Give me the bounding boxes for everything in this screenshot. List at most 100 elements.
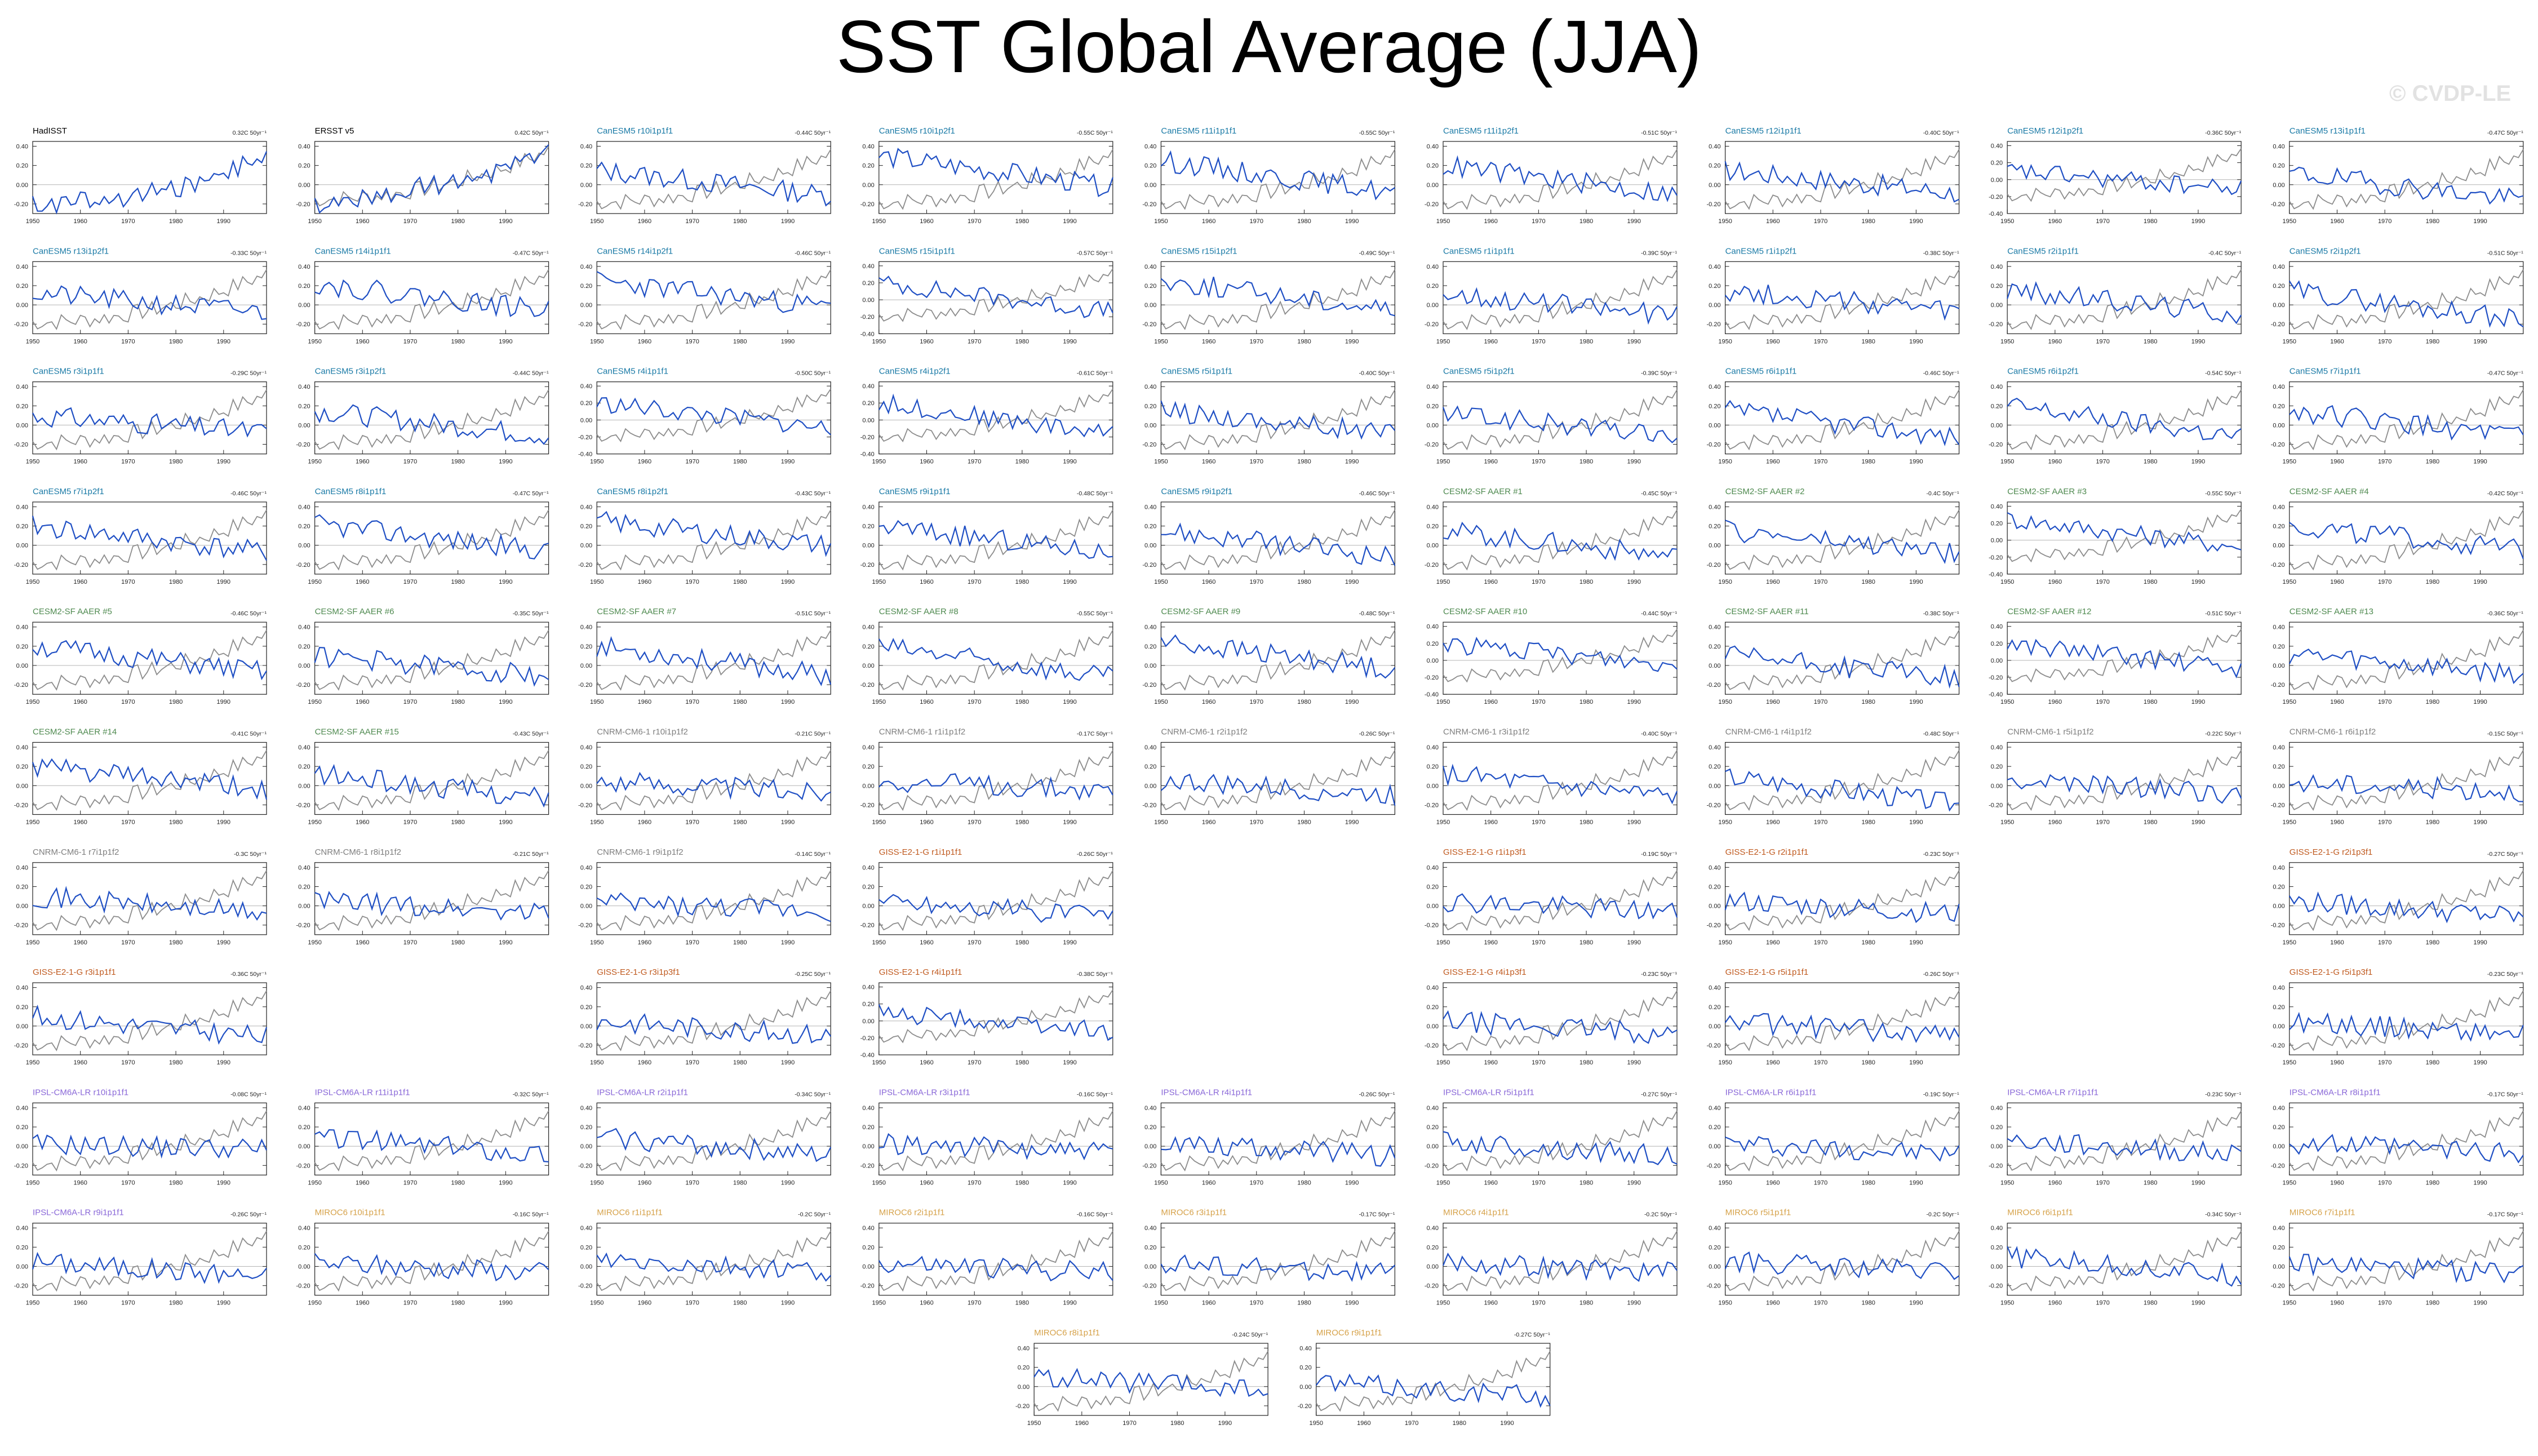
plot-frame bbox=[1160, 742, 1395, 815]
y-tick-label: 0.20 bbox=[1144, 1244, 1156, 1251]
sst-series-line bbox=[32, 758, 268, 800]
panel-title: CanESM5 r12i1p2f1 bbox=[2007, 126, 2083, 136]
y-tick-label: 0.00 bbox=[298, 1143, 310, 1150]
x-tick-label: 1990 bbox=[1345, 1300, 1359, 1307]
x-tick-label: 1970 bbox=[2378, 699, 2391, 705]
x-tick-label: 1960 bbox=[2330, 218, 2344, 225]
observed-reference-line bbox=[314, 750, 549, 811]
y-tick-label: 0.40 bbox=[298, 624, 310, 631]
panel-title: CanESM5 r15i1p1f1 bbox=[879, 246, 955, 256]
sst-panel: CanESM5 r1i1p2f1 -0.38C 50yr⁻¹ 0.40 0.20 0.0… bbox=[1707, 246, 1960, 345]
sst-series-line bbox=[2289, 1134, 2524, 1164]
sst-series-line bbox=[314, 404, 549, 445]
sst-panel: CanESM5 r15i1p2f1 -0.49C 50yr⁻¹ 0.40 0.20 0.… bbox=[1142, 246, 1396, 345]
x-tick-label: 1980 bbox=[1170, 1420, 1184, 1427]
x-tick-label: 1980 bbox=[1297, 1179, 1311, 1186]
y-tick-label: -0.20 bbox=[1142, 802, 1156, 809]
x-tick-label: 1950 bbox=[1027, 1420, 1041, 1427]
x-tick-label: 1960 bbox=[920, 218, 933, 225]
y-tick-label: 0.00 bbox=[862, 1143, 874, 1150]
y-tick-label: 0.20 bbox=[16, 1244, 28, 1251]
plot-frame bbox=[1316, 1343, 1551, 1416]
y-tick-label: 0.20 bbox=[1144, 283, 1156, 290]
y-tick-label: 0.20 bbox=[298, 283, 310, 290]
y-tick-label: 0.40 bbox=[2273, 264, 2284, 270]
y-tick-label: -0.20 bbox=[296, 562, 310, 569]
x-tick-label: 1970 bbox=[968, 338, 981, 345]
y-tick-label: 0.20 bbox=[580, 643, 592, 650]
sst-panel: IPSL-CM6A-LR r9i1p1f1 -0.26C 50yr⁻¹ 0.40 0.… bbox=[14, 1208, 267, 1307]
x-tick-label: 1950 bbox=[872, 1300, 886, 1307]
x-tick-label: 1950 bbox=[2283, 1300, 2296, 1307]
sst-series-line bbox=[596, 511, 832, 557]
plot-frame bbox=[314, 1223, 549, 1296]
observed-reference-line bbox=[1443, 870, 1678, 931]
y-tick-label: 0.20 bbox=[862, 884, 874, 890]
y-tick-label: 0.00 bbox=[862, 182, 874, 189]
trend-label: -0.08C 50yr⁻¹ bbox=[230, 1091, 267, 1098]
y-tick-label: 0.00 bbox=[2273, 1264, 2284, 1271]
x-tick-label: 1970 bbox=[403, 819, 417, 826]
y-tick-label: 0.40 bbox=[580, 264, 592, 270]
x-tick-label: 1950 bbox=[26, 218, 39, 225]
y-tick-label: -0.20 bbox=[296, 922, 310, 929]
y-tick-label: 0.20 bbox=[2273, 163, 2284, 170]
trend-label: -0.25C 50yr⁻¹ bbox=[795, 971, 831, 978]
x-tick-label: 1980 bbox=[733, 338, 747, 345]
x-tick-label: 1980 bbox=[733, 1300, 747, 1307]
trend-label: -0.46C 50yr⁻¹ bbox=[230, 490, 267, 497]
y-tick-label: 0.40 bbox=[580, 624, 592, 631]
y-tick-label: 0.00 bbox=[862, 783, 874, 789]
sst-series-line bbox=[1033, 1368, 1268, 1397]
x-tick-label: 1970 bbox=[1250, 459, 1263, 465]
x-tick-label: 1970 bbox=[121, 338, 135, 345]
sst-panel: GISS-E2-1-G r2i1p1f1 -0.23C 50yr⁻¹ 0.40 0.2… bbox=[1707, 847, 1960, 946]
panel-title: CanESM5 r5i1p1f1 bbox=[1161, 367, 1232, 376]
plot-frame bbox=[314, 742, 549, 815]
x-tick-label: 1990 bbox=[1063, 1059, 1076, 1066]
x-tick-label: 1960 bbox=[1202, 819, 1215, 826]
panel-title: GISS-E2-1-G r4i1p3f1 bbox=[1443, 967, 1527, 977]
trend-label: -0.46C 50yr⁻¹ bbox=[795, 250, 831, 256]
x-tick-label: 1970 bbox=[1250, 699, 1263, 705]
x-tick-label: 1950 bbox=[590, 939, 604, 946]
sst-panel: CanESM5 r10i1p2f1 -0.55C 50yr⁻¹ 0.40 0.20 0.… bbox=[860, 126, 1113, 225]
x-tick-label: 1960 bbox=[1766, 699, 1780, 705]
y-tick-label: 0.00 bbox=[16, 783, 28, 789]
x-tick-label: 1980 bbox=[1015, 459, 1029, 465]
y-tick-label: 0.00 bbox=[1427, 1264, 1439, 1271]
y-tick-label: 0.00 bbox=[298, 783, 310, 789]
x-tick-label: 1970 bbox=[685, 939, 699, 946]
observed-reference-line bbox=[1443, 1111, 1678, 1172]
plot-frame bbox=[314, 381, 549, 455]
panel-title: CESM2-SF AAER #14 bbox=[33, 727, 117, 737]
panel-title: CanESM5 r4i1p2f1 bbox=[879, 367, 951, 376]
x-tick-label: 1980 bbox=[1579, 1059, 1593, 1066]
sst-series-line bbox=[1443, 287, 1678, 325]
x-tick-label: 1950 bbox=[1718, 1300, 1732, 1307]
trend-label: -0.27C 50yr⁻¹ bbox=[2487, 851, 2523, 858]
trend-label: -0.38C 50yr⁻¹ bbox=[1077, 971, 1113, 978]
sst-series-line bbox=[878, 773, 1113, 801]
observed-reference-line bbox=[1160, 149, 1396, 210]
trend-label: -0.19C 50yr⁻¹ bbox=[1641, 851, 1677, 858]
trend-label: -0.27C 50yr⁻¹ bbox=[1641, 1091, 1677, 1098]
x-tick-label: 1970 bbox=[1814, 699, 1827, 705]
x-tick-label: 1970 bbox=[685, 819, 699, 826]
plot-frame bbox=[2007, 742, 2242, 815]
panel-title: CESM2-SF AAER #11 bbox=[1725, 607, 1809, 616]
y-tick-label: -0.20 bbox=[2271, 1162, 2285, 1169]
trend-label: -0.55C 50yr⁻¹ bbox=[2205, 490, 2241, 497]
observed-reference-line bbox=[878, 1111, 1113, 1172]
x-tick-label: 1980 bbox=[169, 579, 183, 585]
x-tick-label: 1990 bbox=[1627, 338, 1641, 345]
y-tick-label: 0.20 bbox=[862, 280, 874, 287]
x-tick-label: 1960 bbox=[1484, 1300, 1497, 1307]
plot-frame bbox=[2289, 622, 2524, 695]
observed-reference-line bbox=[2007, 1231, 2242, 1292]
y-tick-label: -0.20 bbox=[1142, 201, 1156, 208]
x-tick-label: 1950 bbox=[2000, 338, 2014, 345]
x-tick-label: 1980 bbox=[733, 218, 747, 225]
trend-label: -0.26C 50yr⁻¹ bbox=[1077, 851, 1113, 858]
y-tick-label: -0.20 bbox=[1298, 1403, 1312, 1410]
